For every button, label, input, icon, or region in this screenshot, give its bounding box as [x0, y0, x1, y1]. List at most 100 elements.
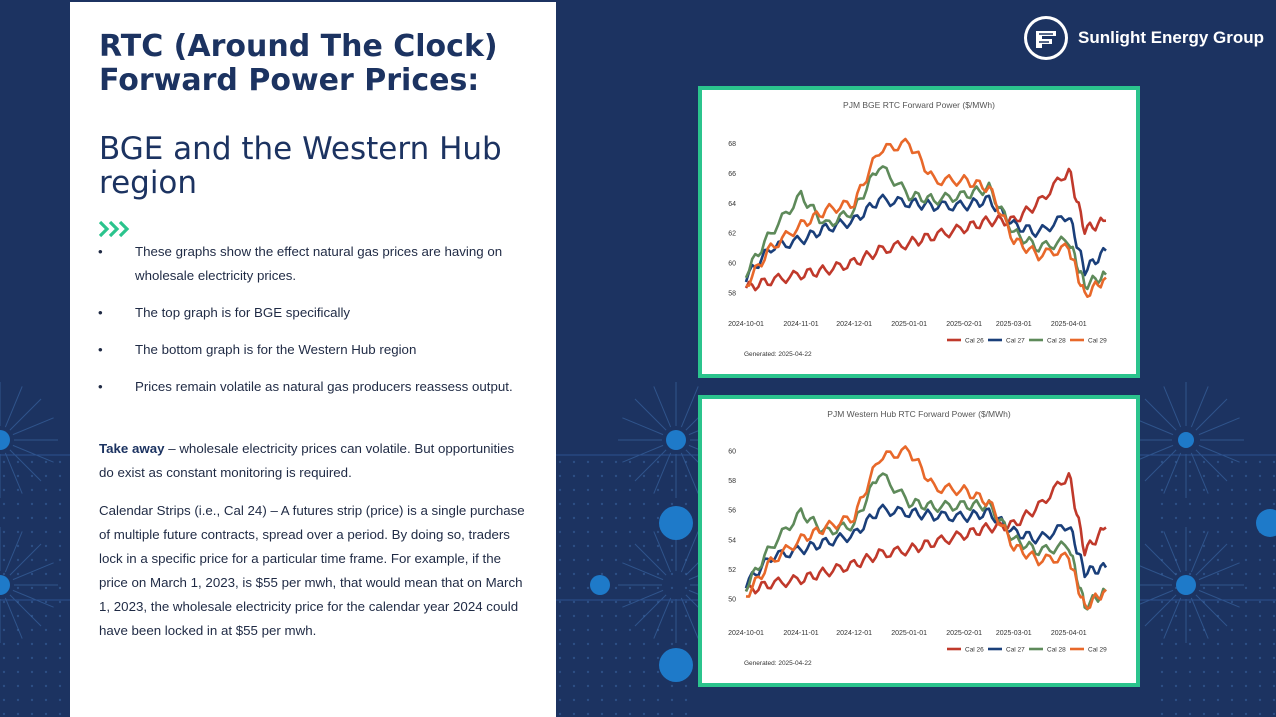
pattern-dot [1272, 684, 1276, 688]
pattern-dot [628, 656, 632, 660]
pattern-dot [1202, 642, 1206, 646]
sun-circle [1176, 575, 1196, 595]
pattern-dot [2, 628, 6, 632]
pattern-dot [642, 586, 646, 590]
pattern-dot [558, 642, 562, 646]
pattern-dot [628, 670, 632, 674]
pattern-dot [586, 712, 590, 716]
y-tick-label: 68 [728, 141, 736, 148]
pattern-dot [58, 474, 62, 478]
pattern-dot [58, 488, 62, 492]
pattern-dot [1188, 712, 1192, 716]
pattern-dot [614, 474, 618, 478]
pattern-dot [44, 628, 48, 632]
pattern-dot [670, 698, 674, 702]
pattern-dot [586, 670, 590, 674]
sunburst-ray [653, 597, 672, 639]
series-line-cal-28 [744, 472, 1107, 611]
pattern-dot [614, 712, 618, 716]
pattern-dot [16, 614, 20, 618]
pattern-dot [684, 558, 688, 562]
pattern-dot [656, 712, 660, 716]
bullet-glyph: • [98, 342, 103, 357]
pattern-dot [1160, 558, 1164, 562]
sunburst-ray [4, 386, 23, 428]
pattern-dot [30, 684, 34, 688]
pattern-dot [1202, 712, 1206, 716]
pattern-dot [58, 600, 62, 604]
pattern-dot [30, 600, 34, 604]
pattern-dot [44, 544, 48, 548]
pattern-dot [1160, 712, 1164, 716]
sunburst-ray [1163, 597, 1182, 639]
pattern-dot [1216, 558, 1220, 562]
pattern-dot [1174, 544, 1178, 548]
pattern-dot [1230, 698, 1234, 702]
pattern-dot [1160, 628, 1164, 632]
pattern-dot [16, 642, 20, 646]
pattern-dot [628, 614, 632, 618]
sunburst-ray [622, 562, 664, 581]
pattern-dot [558, 544, 562, 548]
pattern-dot [2, 600, 6, 604]
pattern-dot [1244, 642, 1248, 646]
y-tick-label: 50 [728, 597, 736, 604]
pattern-dot [670, 544, 674, 548]
western-hub-chart-card: PJM Western Hub RTC Forward Power ($/MWh… [698, 395, 1140, 687]
pattern-dot [656, 488, 660, 492]
pattern-dot [1174, 684, 1178, 688]
pattern-dot [656, 530, 660, 534]
sunburst-ray [1195, 398, 1228, 431]
pattern-dot [1216, 684, 1220, 688]
pattern-dot [16, 684, 20, 688]
legend-label: Cal 26 [965, 338, 984, 345]
pattern-dot [1216, 572, 1220, 576]
pattern-dot [30, 530, 34, 534]
pattern-dot [1188, 502, 1192, 506]
pattern-dot [58, 572, 62, 576]
chart-title: PJM Western Hub RTC Forward Power ($/MWh… [827, 409, 1011, 419]
pattern-dot [16, 502, 20, 506]
pattern-dot [1174, 460, 1178, 464]
pattern-dot [558, 586, 562, 590]
pattern-dot [600, 572, 604, 576]
pattern-dot [30, 656, 34, 660]
pattern-dot [600, 516, 604, 520]
pattern-dot [1202, 516, 1206, 520]
pattern-dot [614, 488, 618, 492]
pattern-dot [1202, 586, 1206, 590]
sun-circle [590, 575, 610, 595]
x-tick-label: 2025-01-01 [891, 630, 927, 637]
pattern-dot [1272, 474, 1276, 478]
legend-label: Cal 28 [1047, 338, 1066, 345]
sunburst-ray [1163, 531, 1182, 573]
pattern-dot [670, 502, 674, 506]
pattern-dot [16, 670, 20, 674]
pattern-dot [614, 460, 618, 464]
company-logo: Sunlight Energy Group [1022, 14, 1264, 62]
pattern-dot [1244, 656, 1248, 660]
pattern-dot [642, 684, 646, 688]
pattern-dot [1188, 530, 1192, 534]
sunburst-ray [653, 531, 672, 573]
pattern-dot [1230, 488, 1234, 492]
pattern-dot [1160, 502, 1164, 506]
y-tick-label: 66 [728, 171, 736, 178]
pattern-dot [586, 642, 590, 646]
pattern-dot [586, 502, 590, 506]
pattern-dot [2, 488, 6, 492]
pattern-dot [30, 614, 34, 618]
pattern-dot [16, 698, 20, 702]
sunburst-ray [680, 597, 699, 639]
pattern-dot [2, 614, 6, 618]
pattern-dot [1202, 656, 1206, 660]
pattern-dot [614, 614, 618, 618]
pattern-dot [600, 642, 604, 646]
pattern-dot [16, 656, 20, 660]
pattern-dot [684, 572, 688, 576]
pattern-dot [572, 600, 576, 604]
pattern-dot [1216, 516, 1220, 520]
page-subtitle: BGE and the Western Hub region [99, 131, 502, 201]
bullet-text: The bottom graph is for the Western Hub … [135, 342, 417, 357]
pattern-dot [656, 600, 660, 604]
